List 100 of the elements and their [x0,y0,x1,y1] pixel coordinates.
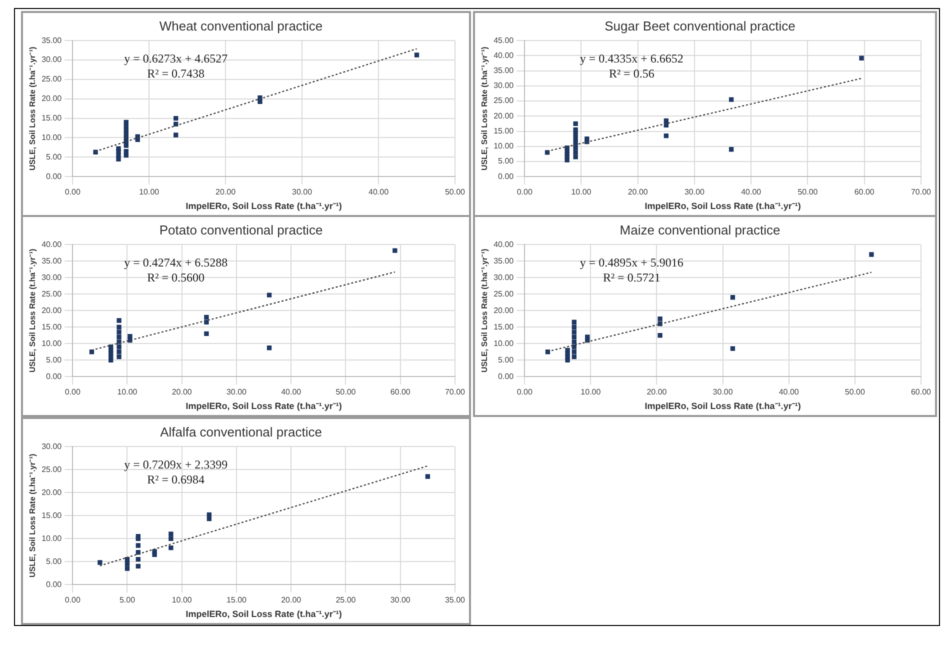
x-tick-label: 50.00 [798,188,818,197]
x-tick-label: 50.00 [844,388,866,397]
y-tick-label: 45.00 [494,36,514,45]
point [174,116,178,121]
point [585,334,590,340]
y-tick-label: 10.00 [494,142,514,151]
point [136,534,141,539]
point [136,543,141,548]
point [116,330,122,334]
x-tick-label: 10.00 [139,188,160,197]
annotation: y = 0.7209x + 2.3399 [124,458,228,472]
y-tick-label: 15.00 [42,510,62,520]
point [658,333,662,338]
point [116,350,122,354]
x-tick-label: 20.00 [172,388,192,397]
x-tick-label: 10.00 [117,388,138,397]
annotation: y = 0.4335x + 6.6652 [580,52,684,66]
x-tick-label: 20.00 [216,188,236,197]
point [116,318,122,323]
chart-title: Maize conventional practice [620,222,780,238]
y-tick-label: 5.00 [46,355,62,364]
x-tick-label: 70.00 [444,388,466,397]
annotation: R² = 0.7438 [147,66,205,81]
annotation: R² = 0.6984 [147,472,205,487]
y-tick-label: 25.00 [42,74,62,84]
y-tick-label: 30.00 [42,55,62,64]
y-tick-label: 15.00 [42,114,62,123]
y-tick-label: 0.00 [46,172,62,181]
point [392,248,398,253]
y-tick-label: 5.00 [498,156,514,166]
x-tick-label: 10.00 [571,188,592,197]
x-tick-label: 50.00 [444,188,466,197]
x-tick-label: 30.00 [684,188,706,197]
point [116,354,122,360]
y-tick-label: 5.00 [46,152,62,162]
point [565,348,570,353]
point [116,152,121,158]
point [116,344,122,350]
y-tick-label: 10.00 [42,534,62,543]
point [152,549,157,554]
point [124,149,128,154]
annotation: R² = 0.56 [608,66,654,81]
point [124,566,130,571]
y-axis-title: USLE, Soil Loss Rate (t.ha⁻¹.yr⁻¹) [28,453,38,578]
x-tick-label: 40.00 [778,388,800,397]
point [168,532,174,536]
point [98,560,102,565]
point [572,334,577,340]
point [266,292,272,298]
annotation: R² = 0.5721 [602,270,660,285]
x-axis-title: ImpelERo, Soil Loss Rate (t.ha⁻¹.yr⁻¹) [644,201,801,212]
x-tick-label: 60.00 [390,388,411,397]
point [124,120,128,125]
point [572,320,577,324]
point [730,346,736,351]
point [573,150,578,155]
x-tick-label: 30.00 [226,388,248,397]
annotation: y = 0.4274x + 6.5288 [124,256,228,270]
y-tick-label: 15.00 [42,322,62,332]
point [204,314,209,320]
point [174,132,178,138]
y-tick-label: 10.00 [494,338,514,348]
y-tick-label: 0.00 [46,580,62,589]
y-tick-label: 20.00 [42,488,62,497]
point [124,562,130,566]
point [728,97,734,102]
x-tick-label: 30.00 [712,388,734,397]
point [573,136,578,142]
y-tick-label: 30.00 [42,442,62,451]
y-tick-label: 10.00 [42,338,62,348]
x-tick-label: 20.00 [646,388,668,397]
y-tick-label: 40.00 [494,240,514,249]
y-tick-label: 35.00 [42,36,62,45]
annotation: R² = 0.5600 [147,270,205,285]
chart-title: Alfalfa conventional practice [160,424,322,440]
x-tick-label: 0.00 [516,188,533,197]
chart-title: Sugar Beet conventional practice [604,18,796,34]
y-tick-label: 35.00 [494,256,514,266]
y-tick-label: 10.00 [42,132,62,142]
y-tick-label: 20.00 [494,111,514,120]
point [869,252,874,257]
x-tick-label: 50.00 [336,388,356,397]
x-tick-label: 0.00 [64,388,81,397]
x-tick-label: 40.00 [281,388,302,397]
point [573,154,578,160]
chart-title: Wheat conventional practice [159,18,323,34]
x-tick-label: 30.00 [292,188,313,197]
y-tick-label: 20.00 [494,306,514,315]
y-axis-title: USLE, Soil Loss Rate (t.ha⁻¹.yr⁻¹) [28,46,38,170]
point [572,350,577,354]
y-tick-label: 0.00 [498,372,514,381]
point [116,146,121,151]
point [168,536,174,541]
point [414,52,420,58]
y-tick-label: 30.00 [42,272,62,282]
y-tick-label: 5.00 [498,355,514,364]
point [572,340,577,344]
point [116,324,122,330]
point [859,56,864,60]
y-axis-title: USLE, Soil Loss Rate (t.ha⁻¹.yr⁻¹) [480,248,490,372]
